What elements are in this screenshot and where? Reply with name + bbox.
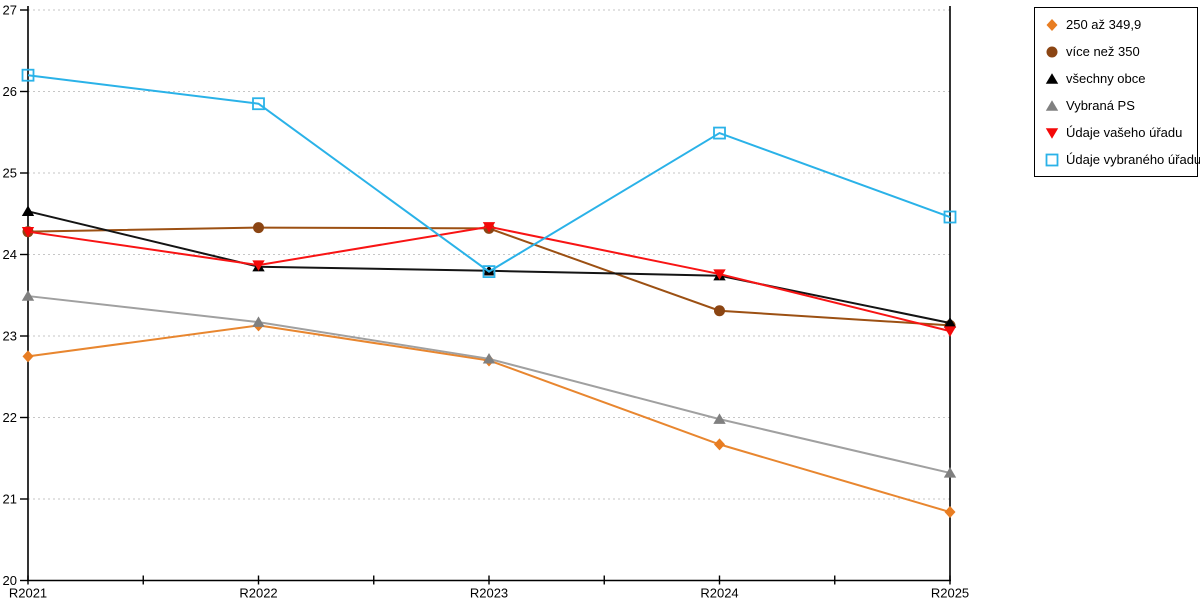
y-axis-label: 24 [3,247,17,262]
legend-marker-circle-icon [1044,44,1060,60]
legend-label: Údaje vybraného úřadu [1066,152,1200,167]
series-line [27,295,951,474]
data-point-marker [252,97,265,111]
legend-item: všechny obce [1044,71,1191,87]
series-5 [21,68,957,279]
legend-marker-open-square-icon [1044,152,1060,168]
y-axis-label: 25 [3,166,17,181]
legend-marker-glyph [1046,18,1058,31]
data-point-marker [21,226,35,238]
legend-item: Údaje vybraného úřadu [1044,152,1200,168]
legend-label: 250 až 349,9 [1066,17,1142,32]
legend-marker-triangle-down-icon [1044,125,1060,141]
data-point-marker [21,290,35,301]
data-point-marker [482,353,496,364]
legend-marker-diamond-icon [1044,17,1060,33]
data-point-marker [252,260,265,271]
x-axis-label: R2025 [931,586,969,601]
legend-item: Vybraná PS [1044,98,1191,114]
data-point-marker [252,316,265,327]
legend-marker-triangle-icon [1044,71,1060,87]
data-point-marker [713,413,726,424]
y-axis-label: 21 [3,492,17,507]
y-axis-label: 26 [3,84,17,99]
series-line [27,225,951,333]
y-axis-label: 22 [3,410,17,425]
legend-item: 250 až 349,9 [1044,17,1191,33]
x-axis-label: R2022 [239,586,277,601]
legend-item: Údaje vašeho úřadu [1044,125,1191,141]
series-3 [21,290,957,478]
data-point-marker [21,205,35,217]
data-point-marker [943,317,957,328]
data-point-marker [482,265,496,279]
legend: 250 až 349,9 více než 350 všechny obce V… [1034,7,1200,177]
data-point-marker [713,126,726,140]
legend-label: všechny obce [1066,71,1146,86]
data-point-marker [482,265,496,276]
data-point-marker [482,222,496,233]
series-0 [22,319,956,519]
data-point-marker [22,350,34,363]
y-axis-label: 23 [3,329,17,344]
x-axis-label: R2024 [700,586,738,601]
legend-marker-glyph [1045,153,1059,166]
data-point-marker [253,222,264,234]
data-point-marker [943,326,957,337]
legend-marker-glyph [1045,127,1059,139]
data-point-marker [944,506,956,519]
y-axis-label: 27 [3,3,17,18]
data-point-marker [713,269,726,280]
x-axis-label: R2021 [9,586,47,601]
series-line [27,74,951,273]
legend-marker-triangle-icon [1044,98,1060,114]
legend-item: více než 350 [1044,44,1191,60]
data-point-marker [21,68,35,82]
legend-marker-glyph [1046,46,1058,57]
data-point-marker [943,210,957,224]
legend-marker-glyph [1045,99,1059,111]
legend-label: více než 350 [1066,44,1140,59]
data-point-marker [943,467,957,478]
data-point-marker [714,438,725,451]
y-axis-label: 20 [3,573,17,588]
legend-label: Vybraná PS [1066,98,1135,113]
series-4 [21,222,957,337]
x-axis-label: R2023 [470,586,508,601]
legend-marker-glyph [1045,72,1059,84]
legend-label: Údaje vašeho úřadu [1066,125,1183,140]
data-point-marker [714,305,725,317]
